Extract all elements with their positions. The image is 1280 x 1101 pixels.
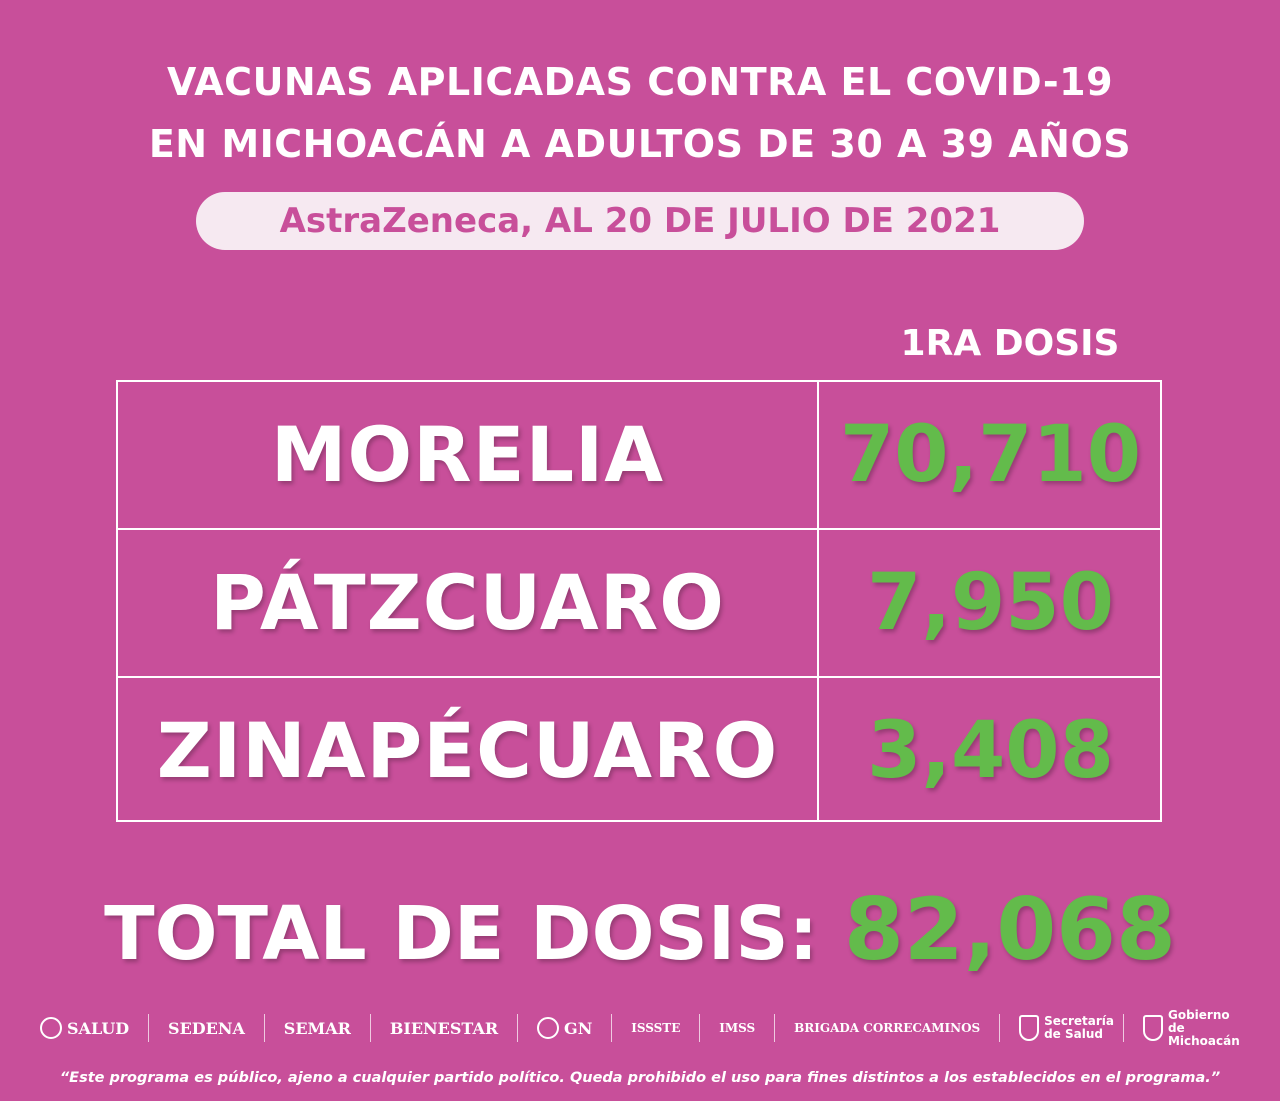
legal-disclaimer: “Este programa es público, ajeno a cualq… <box>59 1070 1221 1086</box>
dose-count: 3,408 <box>867 706 1114 796</box>
title-line-1: VACUNAS APLICADAS CONTRA EL COVID-19 <box>0 58 1280 106</box>
seal-icon <box>537 1017 560 1039</box>
logo-bienestar: BIENESTAR <box>389 1018 499 1038</box>
title-line-1-light: VACUNAS APLICADAS <box>166 60 648 104</box>
shield-icon <box>1019 1015 1040 1041</box>
logo-sedena: SEDENA <box>168 1018 245 1038</box>
municipio-name: PÁTZCUARO <box>210 558 725 647</box>
municipio-name: MORELIA <box>270 410 665 499</box>
logo-salud: SALUD <box>40 1017 129 1039</box>
title-line-1-bold: CONTRA EL COVID-19 <box>647 60 1114 104</box>
column-header-first-dose: 1RA DOSIS <box>900 323 1120 364</box>
logo-separator <box>263 1014 265 1042</box>
title-line-2: EN MICHOACÁN A ADULTOS DE 30 A 39 AÑOS <box>148 122 1132 166</box>
total-value: 82,068 <box>843 880 1176 980</box>
logo-gn: GN <box>537 1017 592 1039</box>
table-row: MORELIA 70,710 <box>118 382 1160 528</box>
seal-icon <box>40 1017 62 1039</box>
logo-brigada-correcaminos: BRIGADA CORRECAMINOS <box>794 1021 981 1035</box>
table-column-divider <box>817 382 819 820</box>
logo-separator <box>699 1014 701 1042</box>
logo-separator <box>148 1014 150 1042</box>
table-row-divider <box>118 676 1160 678</box>
logo-secretaria-salud: Secretaría de Salud <box>1019 1015 1114 1041</box>
institution-logos: SALUD SEDENA SEMAR BIENESTAR GN ISSSTE I… <box>40 1008 1240 1048</box>
dose-count: 7,950 <box>867 558 1114 648</box>
logo-issste: ISSSTE <box>631 1021 681 1035</box>
dose-count: 70,710 <box>840 410 1141 500</box>
logo-separator <box>369 1014 371 1042</box>
logo-separator <box>1123 1014 1125 1042</box>
logo-separator <box>774 1014 776 1042</box>
table-row-divider <box>118 528 1160 530</box>
table-row: ZINAPÉCUARO 3,408 <box>118 678 1160 824</box>
doses-table: MORELIA 70,710 PÁTZCUARO 7,950 ZINAPÉCUA… <box>116 380 1162 822</box>
total-label: TOTAL DE DOSIS: <box>104 891 844 977</box>
logo-separator <box>517 1014 519 1042</box>
logo-gobierno-michoacan: Gobierno de Michoacán <box>1142 1008 1240 1048</box>
logo-semar: SEMAR <box>283 1018 351 1038</box>
logo-imss: IMSS <box>719 1021 756 1035</box>
table-row: PÁTZCUARO 7,950 <box>118 530 1160 676</box>
logo-separator <box>999 1014 1001 1042</box>
subtitle-pill: AstraZeneca, AL 20 DE JULIO DE 2021 <box>196 192 1084 250</box>
shield-icon <box>1142 1015 1163 1041</box>
total-doses: TOTAL DE DOSIS: 82,068 <box>0 880 1280 984</box>
municipio-name: ZINAPÉCUARO <box>156 706 779 795</box>
logo-separator <box>611 1014 613 1042</box>
